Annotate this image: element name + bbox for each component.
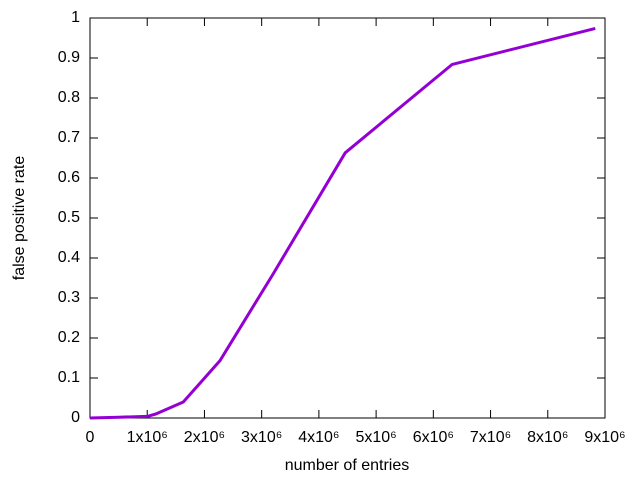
y-tick-label: 1 [71,9,80,26]
x-axis-label: number of entries [285,457,410,474]
y-tick-label: 0.7 [58,129,80,146]
y-tick-label: 0.3 [58,289,80,306]
y-tick-label: 0.4 [58,249,80,266]
y-tick-label: 0 [71,409,80,426]
data-line [89,26,596,420]
plot-frame [89,17,606,419]
x-tick-label: 7x10⁶ [470,429,511,446]
y-tick-label: 0.9 [58,49,80,66]
x-tick-label: 2x10⁶ [184,429,225,446]
x-tick-label: 3x10⁶ [241,429,282,446]
x-tick-label: 8x10⁶ [527,429,568,446]
x-tick-label: 9x10⁶ [584,429,625,446]
y-tick-label: 0.1 [58,369,80,386]
y-tick-label: 0.6 [58,169,80,186]
x-tick-label: 5x10⁶ [355,429,396,446]
y-axis-label: false positive rate [11,156,28,281]
x-tick-label: 1x10⁶ [127,429,168,446]
x-tick-label: 6x10⁶ [413,429,454,446]
y-tick-label: 0.8 [58,89,80,106]
y-tick-label: 0.5 [58,209,80,226]
x-tick-label: 0 [86,429,95,446]
x-tick-label: 4x10⁶ [298,429,339,446]
y-tick-label: 0.2 [58,329,80,346]
